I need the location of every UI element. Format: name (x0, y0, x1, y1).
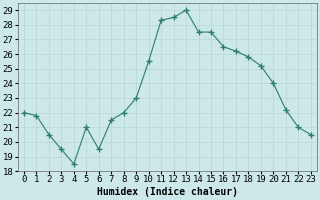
X-axis label: Humidex (Indice chaleur): Humidex (Indice chaleur) (97, 187, 238, 197)
